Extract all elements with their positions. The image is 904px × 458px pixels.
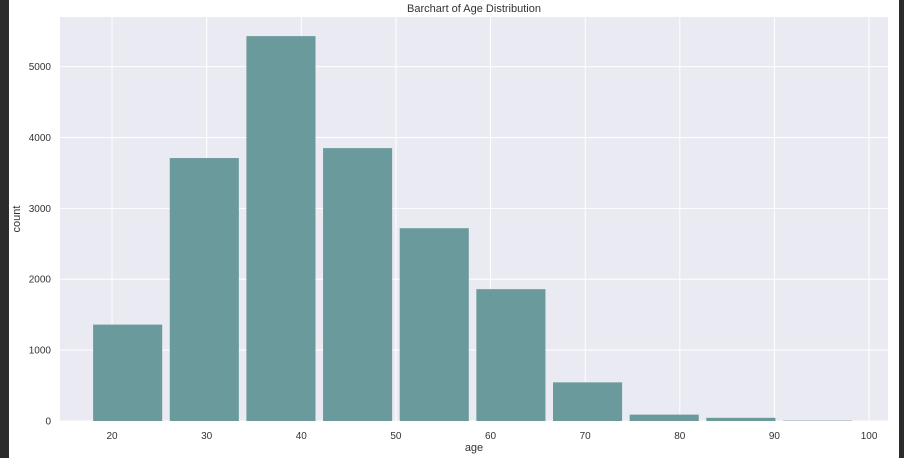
bar (399, 228, 469, 421)
bar (323, 148, 393, 421)
bars-group (93, 36, 853, 422)
y-tick-label: 3000 (29, 204, 52, 215)
bar (553, 382, 623, 421)
y-tick-label: 4000 (29, 133, 52, 144)
x-tick-label: 50 (390, 431, 402, 442)
x-tick-label: 20 (106, 431, 118, 442)
chart-title: Barchart of Age Distribution (407, 3, 541, 15)
x-axis-ticks: 20 30 40 50 60 70 80 90 100 (106, 431, 877, 442)
bar (476, 289, 546, 421)
y-tick-label: 1000 (29, 346, 52, 357)
x-tick-label: 90 (769, 431, 781, 442)
window-right-edge (899, 0, 904, 458)
x-tick-label: 80 (674, 431, 686, 442)
x-axis-label: age (465, 442, 483, 454)
x-tick-label: 60 (485, 431, 497, 442)
bar (246, 36, 316, 421)
bar (93, 324, 163, 421)
y-axis-label: count (11, 206, 23, 233)
x-tick-label: 30 (201, 431, 213, 442)
x-tick-label: 70 (580, 431, 592, 442)
bar (629, 414, 699, 421)
y-axis-ticks: 0 1000 2000 3000 4000 5000 (29, 62, 52, 427)
bar (169, 158, 239, 422)
x-tick-label: 40 (296, 431, 308, 442)
y-tick-label: 0 (45, 417, 51, 428)
y-tick-label: 5000 (29, 62, 52, 73)
x-tick-label: 100 (861, 431, 878, 442)
window-left-edge (0, 0, 9, 458)
y-tick-label: 2000 (29, 275, 52, 286)
bar (706, 417, 776, 421)
